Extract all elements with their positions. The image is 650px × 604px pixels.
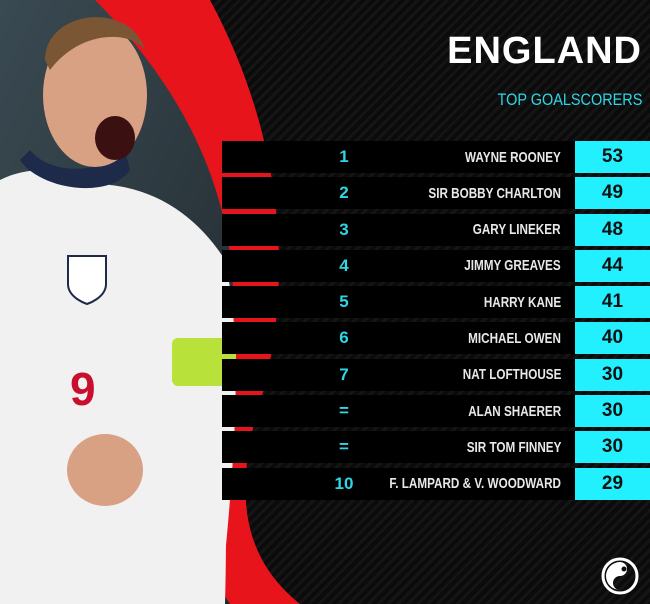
- goals-value: 44: [575, 249, 650, 282]
- player-name: MICHAEL OWEN: [468, 329, 561, 347]
- table-row: = SIR TOM FINNEY 30: [222, 431, 650, 464]
- rank: 2: [339, 183, 349, 203]
- row-label-cell: 1 WAYNE ROONEY: [222, 141, 575, 173]
- goals-value: 30: [575, 395, 650, 428]
- player-name: GARY LINEKER: [473, 221, 561, 239]
- player-name: ALAN SHAERER: [468, 402, 561, 420]
- table-row: 7 NAT LOFTHOUSE 30: [222, 358, 650, 391]
- row-label-cell: 6 MICHAEL OWEN: [222, 322, 575, 355]
- goals-value: 53: [575, 141, 650, 173]
- table-row: 1 WAYNE ROONEY 53: [222, 141, 650, 173]
- table-row: = ALAN SHAERER 30: [222, 395, 650, 428]
- shirt-number: 9: [70, 363, 96, 415]
- scorers-table: 1 WAYNE ROONEY 53 2 SIR BOBBY CHARLTON 4…: [222, 141, 650, 504]
- player-name: JIMMY GREAVES: [464, 257, 561, 275]
- row-label-cell: 4 JIMMY GREAVES: [222, 249, 575, 282]
- rank: 4: [339, 255, 349, 275]
- page-title: ENGLAND: [447, 30, 642, 72]
- brand-swirl-icon: [601, 557, 639, 595]
- row-label-cell: 10 F. LAMPARD & V. WOODWARD: [222, 467, 575, 500]
- goals-value: 30: [575, 358, 650, 391]
- table-row: 5 HARRY KANE 41: [222, 286, 650, 319]
- player-name: WAYNE ROONEY: [465, 148, 561, 166]
- rank: 7: [339, 364, 349, 384]
- player-name: HARRY KANE: [483, 293, 561, 311]
- table-row: 4 JIMMY GREAVES 44: [222, 249, 650, 282]
- table-row: 2 SIR BOBBY CHARLTON 49: [222, 177, 650, 210]
- row-label-cell: = SIR TOM FINNEY: [222, 431, 575, 464]
- player-name: SIR BOBBY CHARLTON: [428, 184, 561, 202]
- row-label-cell: = ALAN SHAERER: [222, 395, 575, 428]
- goals-value: 30: [575, 431, 650, 464]
- rank: =: [339, 401, 349, 421]
- player-name: F. LAMPARD & V. WOODWARD: [389, 475, 561, 493]
- page-subtitle: TOP GOALSCORERS: [497, 90, 642, 109]
- rank: 10: [334, 473, 354, 493]
- table-row: 6 MICHAEL OWEN 40: [222, 322, 650, 355]
- rank: 5: [339, 292, 349, 312]
- goals-value: 29: [575, 467, 650, 500]
- goals-value: 49: [575, 177, 650, 210]
- player-name: NAT LOFTHOUSE: [462, 366, 561, 384]
- goals-value: 40: [575, 322, 650, 355]
- table-row: 10 F. LAMPARD & V. WOODWARD 29: [222, 467, 650, 500]
- row-label-cell: 2 SIR BOBBY CHARLTON: [222, 177, 575, 210]
- goals-value: 41: [575, 286, 650, 319]
- player-name: SIR TOM FINNEY: [466, 438, 561, 456]
- rank: 6: [339, 328, 349, 348]
- rank: 3: [339, 219, 349, 239]
- row-label-cell: 3 GARY LINEKER: [222, 213, 575, 246]
- rank: =: [339, 437, 349, 457]
- table-row: 3 GARY LINEKER 48: [222, 213, 650, 246]
- goals-value: 48: [575, 213, 650, 246]
- row-label-cell: 5 HARRY KANE: [222, 286, 575, 319]
- row-label-cell: 7 NAT LOFTHOUSE: [222, 358, 575, 391]
- rank: 1: [339, 147, 349, 166]
